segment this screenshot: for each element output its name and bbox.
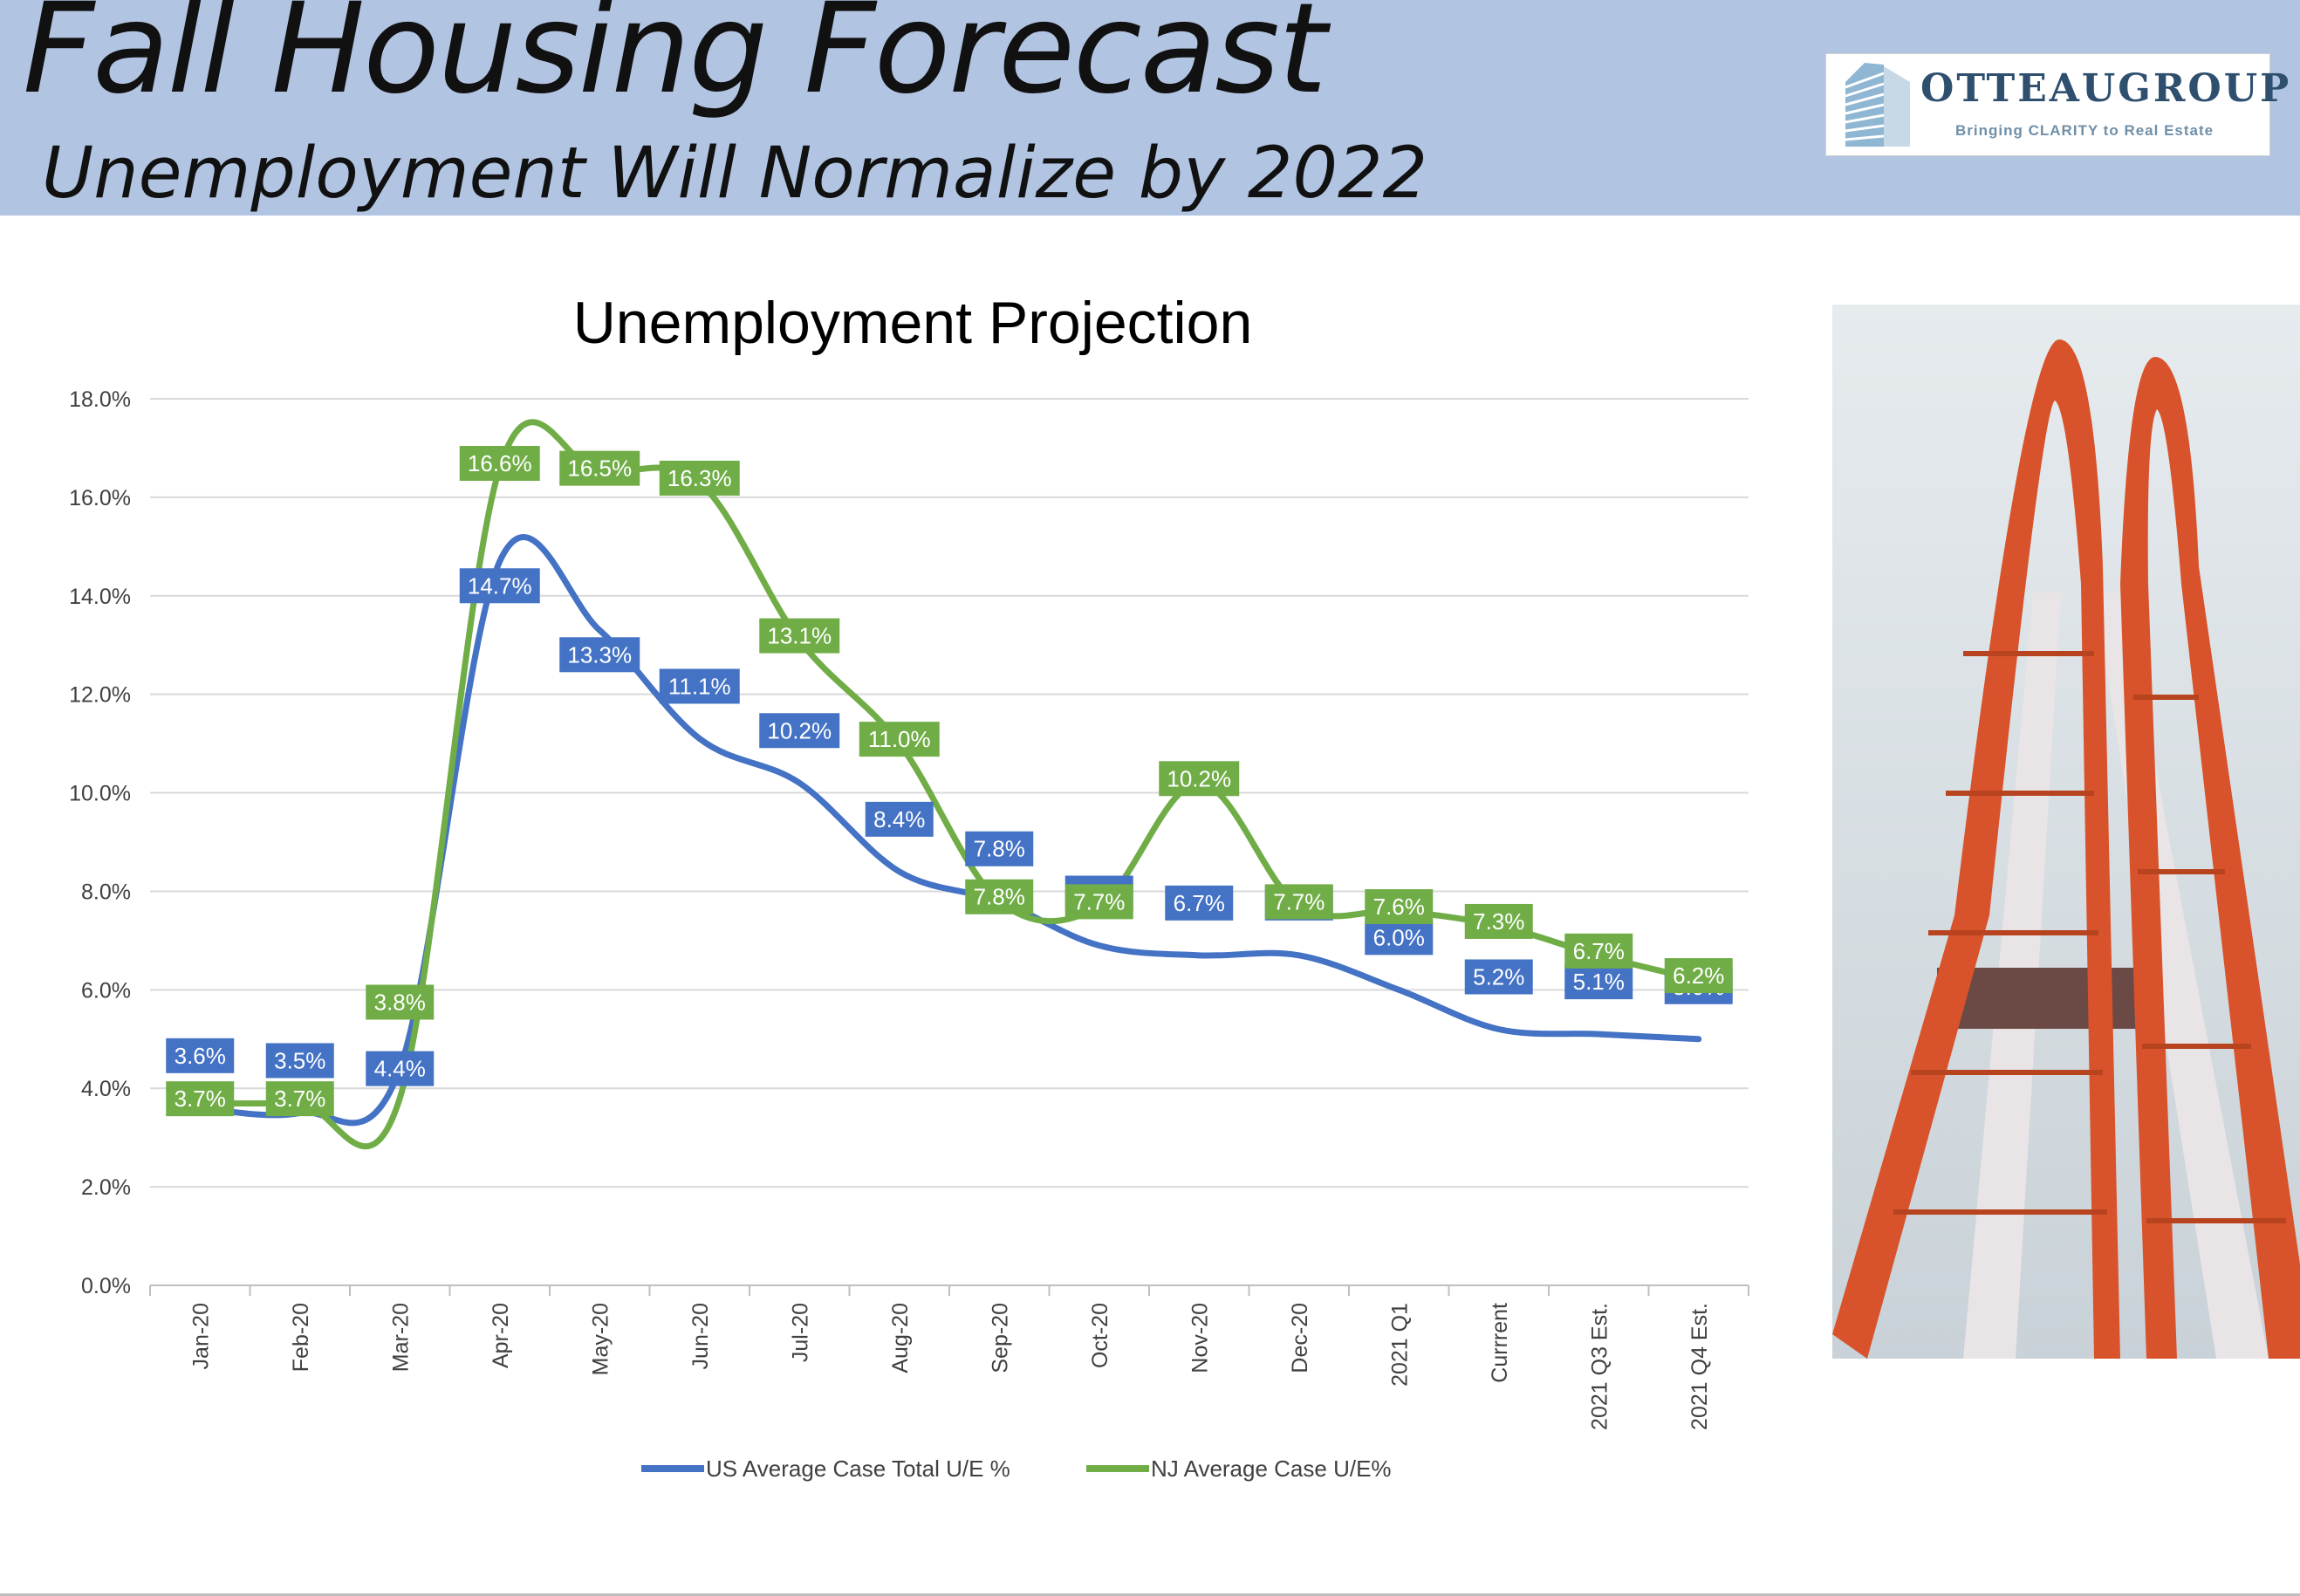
nj-data-label: 6.7% [1573, 938, 1625, 964]
nj-data-label-box [459, 446, 540, 482]
y-tick-label: 18.0% [69, 387, 131, 412]
us-data-label-box [965, 831, 1034, 866]
page-title: Fall Housing Forecast [23, 0, 1327, 121]
header-banner: Fall Housing Forecast Unemployment Will … [0, 0, 2300, 216]
nj-data-label-box [265, 1081, 334, 1117]
nj-data-label-box [1564, 933, 1633, 969]
x-tick-label: Currrent [1488, 1303, 1512, 1383]
y-tick-label: 0.0% [81, 1274, 131, 1298]
building-logo-icon [1845, 63, 1910, 147]
nj-data-label: 7.8% [974, 884, 1025, 910]
nj-data-label-box [659, 460, 740, 496]
x-tick-label: Mar-20 [388, 1303, 413, 1372]
us-data-label-box [366, 1051, 435, 1086]
x-tick-label: Jan-20 [188, 1303, 213, 1369]
nj-data-label: 7.3% [1473, 908, 1524, 935]
bottom-rule [0, 1593, 2300, 1596]
nj-data-label: 16.6% [468, 450, 532, 476]
nj-data-label-box [965, 879, 1034, 914]
nj-data-label: 7.6% [1373, 894, 1425, 920]
legend-label: NJ Average Case U/E% [1151, 1456, 1392, 1482]
x-tick-label: Nov-20 [1188, 1303, 1212, 1373]
x-tick-label: Aug-20 [888, 1303, 913, 1373]
nj-data-label-box [1464, 903, 1533, 939]
logo-tagline: Bringing CLARITY to Real Estate [1955, 122, 2214, 139]
us-data-label: 10.2% [767, 717, 832, 743]
x-tick-label: May-20 [588, 1303, 613, 1375]
x-tick-label: Jul-20 [788, 1303, 812, 1362]
nj-data-label: 11.0% [868, 726, 931, 752]
nj-data-label-box [1064, 884, 1133, 920]
us-data-label: 6.7% [1174, 890, 1225, 916]
nj-data-label: 10.2% [1167, 765, 1231, 791]
y-tick-label: 6.0% [81, 978, 131, 1003]
x-tick-label: Sep-20 [988, 1303, 1012, 1373]
page-subtitle: Unemployment Will Normalize by 2022 [42, 133, 1428, 215]
x-tick-label: Apr-20 [489, 1303, 513, 1368]
unemployment-chart: Unemployment Projection 0.0% 2.0% 4.0% 6.0% 8… [69, 290, 1749, 1482]
y-tick-label: 2.0% [81, 1175, 131, 1200]
nj-data-label-box [1264, 884, 1333, 920]
us-data-label-box [1165, 885, 1234, 921]
logo-name: OTTEAUGROUP [1920, 66, 2292, 111]
us-data-label-box [1464, 959, 1533, 995]
us-data-label: 7.8% [974, 836, 1025, 862]
y-tick-label: 10.0% [69, 782, 131, 806]
us-data-label: 13.3% [567, 641, 632, 668]
us-data-label-box [459, 568, 540, 604]
nj-data-label-box [166, 1081, 235, 1117]
x-tick-label: 2021 Q1 [1387, 1303, 1412, 1387]
us-data-label: 5.2% [1473, 963, 1524, 990]
x-tick-label: Jun-20 [688, 1303, 713, 1369]
y-tick-label: 4.0% [81, 1077, 131, 1101]
us-data-label: 14.7% [468, 572, 532, 599]
us-data-label-box [1564, 964, 1633, 1000]
y-tick-label: 14.0% [69, 585, 131, 609]
nj-data-label: 3.8% [374, 990, 426, 1016]
us-data-label: 5.1% [1573, 969, 1625, 995]
us-data-label: 8.4% [873, 806, 925, 832]
us-data-label: 11.1% [668, 673, 731, 699]
nj-data-label: 3.7% [175, 1086, 226, 1112]
nj-data-label: 13.1% [767, 623, 832, 649]
nj-data-label-box [559, 450, 640, 486]
us-data-label: 3.6% [175, 1043, 226, 1069]
chart-title: Unemployment Projection [573, 290, 1253, 356]
nj-data-label-box [1365, 889, 1434, 925]
nj-data-label: 7.7% [1273, 888, 1325, 914]
x-tick-label: 2021 Q3 Est. [1587, 1303, 1612, 1430]
y-tick-label: 12.0% [69, 683, 131, 708]
us-data-label: 6.0% [1373, 924, 1425, 950]
legend-label: US Average Case Total U/E % [706, 1456, 1010, 1482]
nj-data-label-box [759, 618, 840, 654]
nj-data-label: 3.7% [274, 1086, 325, 1112]
nj-data-label-box [1664, 958, 1733, 994]
nj-data-label: 6.2% [1673, 962, 1724, 989]
nj-data-label: 7.7% [1073, 888, 1125, 914]
us-data-label-box [1365, 920, 1434, 956]
company-logo: OTTEAUGROUP Bringing CLARITY to Real Est… [1825, 53, 2289, 156]
y-tick-label: 8.0% [81, 880, 131, 904]
x-tick-label: Oct-20 [1088, 1303, 1112, 1368]
us-data-label: 4.4% [374, 1056, 426, 1082]
nj-data-label: 16.3% [667, 465, 732, 491]
us-data-label: 3.5% [274, 1047, 325, 1073]
nj-series-line [196, 419, 1702, 1150]
us-data-label-box [559, 637, 640, 673]
x-tick-label: Dec-20 [1288, 1303, 1312, 1373]
x-tick-label: 2021 Q4 Est. [1687, 1303, 1712, 1430]
nj-data-label-box [859, 722, 940, 757]
us-data-label-box [865, 801, 934, 837]
us-data-label-box [166, 1038, 235, 1073]
nj-data-label-box [366, 984, 435, 1020]
us-data-label-box [265, 1043, 334, 1079]
us-data-label-box [659, 668, 740, 704]
x-tick-label: Feb-20 [289, 1303, 313, 1372]
us-data-label-box [759, 713, 840, 749]
y-tick-label: 16.0% [69, 486, 131, 510]
roller-coaster-photo [1832, 305, 2300, 1359]
nj-data-label: 16.5% [567, 456, 632, 482]
nj-data-label-box [1159, 761, 1240, 797]
